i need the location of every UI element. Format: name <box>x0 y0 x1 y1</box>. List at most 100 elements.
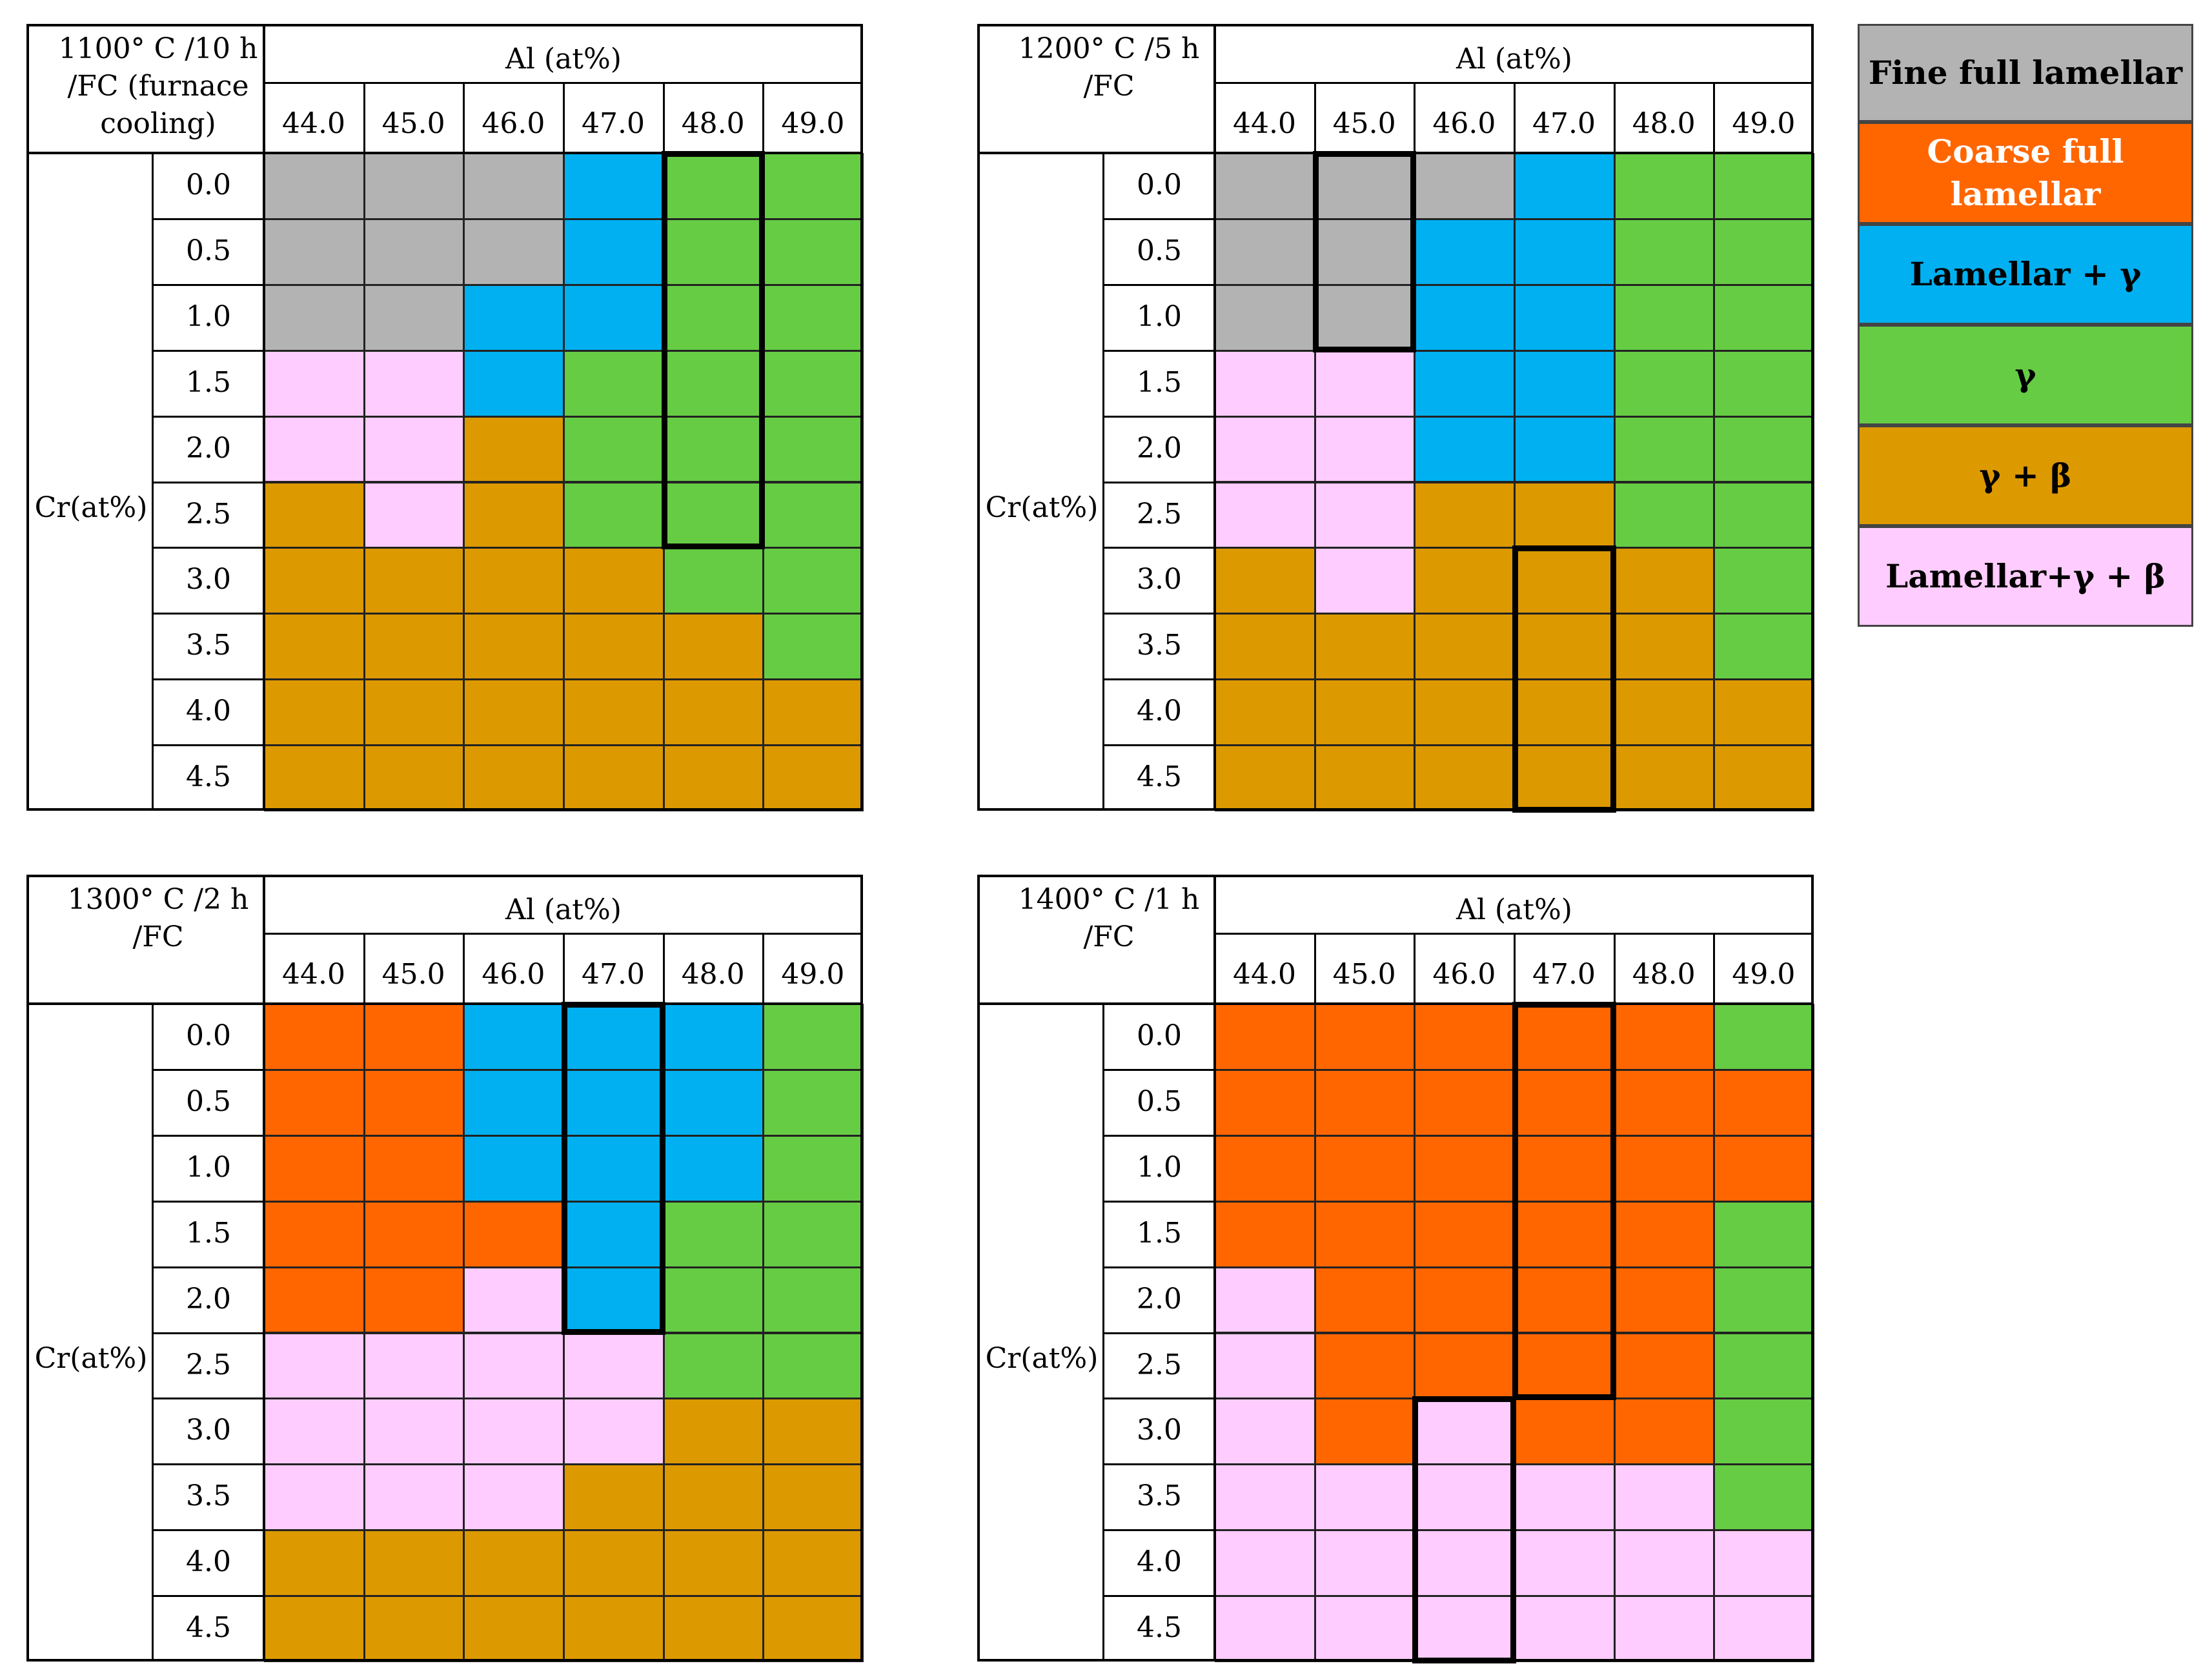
phase-cell <box>1215 547 1315 615</box>
x-tick-label: 48.0 <box>1632 958 1696 991</box>
panel-title: 1300° C /2 h /FC <box>67 883 249 953</box>
phase-cell <box>264 1266 365 1334</box>
phase-cell <box>1714 1398 1814 1465</box>
x-tick-label: 47.0 <box>582 958 645 991</box>
x-tick-label: 44.0 <box>282 958 345 991</box>
phase-cell <box>663 1069 764 1136</box>
phase-cell <box>1514 416 1615 483</box>
grid-line <box>1104 1397 1215 1400</box>
phase-cell <box>1314 1135 1415 1202</box>
phase-cell <box>1614 745 1715 811</box>
phase-cell <box>363 1069 465 1136</box>
grid-line <box>1104 1529 1215 1532</box>
phase-cell <box>1414 1596 1515 1662</box>
phase-cell <box>763 547 864 615</box>
legend-label: γ <box>2014 356 2036 394</box>
x-tick-label: 45.0 <box>1332 107 1396 140</box>
x-tick-label: 46.0 <box>1432 107 1496 140</box>
grid-line <box>1104 744 1215 747</box>
grid-line <box>1104 218 1215 220</box>
y-tick-label: 1.0 <box>186 1150 231 1184</box>
grid-line <box>152 153 154 811</box>
grid-line <box>153 349 264 352</box>
phase-cell <box>1414 1069 1515 1136</box>
phase-cell <box>1614 350 1715 417</box>
grid-line <box>1104 1134 1215 1137</box>
grid-line <box>263 875 265 1662</box>
phase-cell <box>1714 1004 1814 1070</box>
grid-line <box>463 933 465 1004</box>
y-tick-label: 2.5 <box>186 497 231 531</box>
phase-cell <box>1614 1069 1715 1136</box>
phase-map-panel: 1100° C /10 h /FC (furnace cooling) Al (a… <box>26 24 864 811</box>
phase-cell <box>1714 547 1814 615</box>
phase-cell <box>563 482 664 549</box>
panel-frame <box>26 875 863 1662</box>
phase-cell <box>1414 482 1515 549</box>
grid-line <box>153 1332 264 1334</box>
grid-line <box>1104 613 1215 615</box>
y-tick-label: 3.0 <box>186 563 231 596</box>
y-tick-label: 4.5 <box>186 760 231 794</box>
legend-item: γ <box>1858 325 2193 425</box>
phase-cell <box>1215 218 1315 285</box>
phase-cell <box>563 547 664 615</box>
legend-item: Lamellar+γ + β <box>1858 526 2193 627</box>
phase-cell <box>1414 547 1515 615</box>
phase-map-panel: 1300° C /2 h /FC Al (at%) 44.0 45.0 46.0 47.0… <box>26 875 864 1662</box>
phase-cell <box>363 547 465 615</box>
grid-line <box>153 613 264 615</box>
phase-cell <box>264 1398 365 1465</box>
x-tick-label: 49.0 <box>1732 107 1796 140</box>
legend-label: γ + β <box>1979 456 2072 494</box>
phase-cell <box>1314 218 1415 285</box>
grid-line <box>363 933 365 1004</box>
phase-cell <box>363 1464 465 1531</box>
highlight-box <box>1312 151 1417 352</box>
grid-line <box>1613 82 1616 153</box>
legend-label: Fine full lamellar <box>1868 54 2183 92</box>
phase-cell <box>463 218 564 285</box>
phase-cell <box>1514 350 1615 417</box>
phase-cell <box>363 1201 465 1268</box>
phase-cell <box>1714 416 1814 483</box>
phase-cell <box>1414 1530 1515 1597</box>
phase-cell <box>264 1201 365 1268</box>
grid-line <box>1514 82 1516 153</box>
y-tick-label: 4.5 <box>1137 760 1182 794</box>
x-tick-label: 46.0 <box>482 958 545 991</box>
phase-cell <box>1614 416 1715 483</box>
phase-cell <box>463 1201 564 1268</box>
grid-line <box>1514 933 1516 1004</box>
phase-cell <box>1514 218 1615 285</box>
phase-cell <box>1314 547 1415 615</box>
y-tick-label: 3.5 <box>1137 1479 1182 1513</box>
x-axis-label: Al (at%) <box>1456 893 1572 926</box>
phase-cell <box>563 416 664 483</box>
phase-cell <box>1714 1266 1814 1334</box>
phase-cell <box>663 679 764 746</box>
legend-label: Lamellar + γ <box>1909 255 2142 293</box>
phase-cell <box>1614 1266 1715 1334</box>
phase-cell <box>763 482 864 549</box>
phase-cell <box>264 350 365 417</box>
phase-cell <box>1215 153 1315 219</box>
phase-cell <box>1514 745 1615 811</box>
phase-cell <box>1614 1530 1715 1597</box>
legend-item: Fine full lamellar <box>1858 24 2193 122</box>
phase-cell <box>264 679 365 746</box>
phase-cell <box>363 1530 465 1597</box>
phase-cell <box>1414 613 1515 680</box>
y-tick-label: 4.5 <box>186 1611 231 1645</box>
phase-cell <box>1414 218 1515 285</box>
phase-cell <box>1215 1398 1315 1465</box>
phase-cell <box>763 1398 864 1465</box>
phase-cell <box>1714 1464 1814 1531</box>
x-tick-label: 46.0 <box>482 107 545 140</box>
phase-cell <box>1414 350 1515 417</box>
y-tick-label: 1.5 <box>1137 1216 1182 1250</box>
phase-cell <box>763 745 864 811</box>
phase-cell <box>663 1266 764 1334</box>
y-axis-label: Cr(at%) <box>34 491 148 524</box>
grid-line <box>363 82 365 153</box>
